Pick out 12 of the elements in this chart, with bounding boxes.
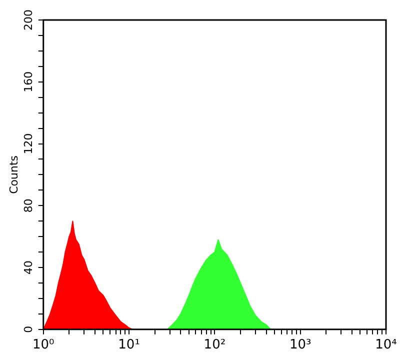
x-tick-label: 10⁰ (32, 338, 54, 353)
y-tick-label: 80 (22, 198, 36, 213)
x-tick-label: 10⁴ (375, 338, 397, 353)
y-tick-label: 0 (22, 326, 36, 333)
x-tick-label: 10¹ (118, 338, 140, 353)
x-tick-label: 10³ (289, 338, 312, 353)
y-tick-label: 40 (22, 260, 36, 275)
y-tick-label: 120 (22, 133, 36, 154)
y-tick-label: 200 (22, 10, 36, 30)
y-axis-title: Counts (7, 155, 20, 194)
x-tick-label: 10² (204, 338, 226, 353)
y-tick-label: 160 (22, 71, 36, 92)
